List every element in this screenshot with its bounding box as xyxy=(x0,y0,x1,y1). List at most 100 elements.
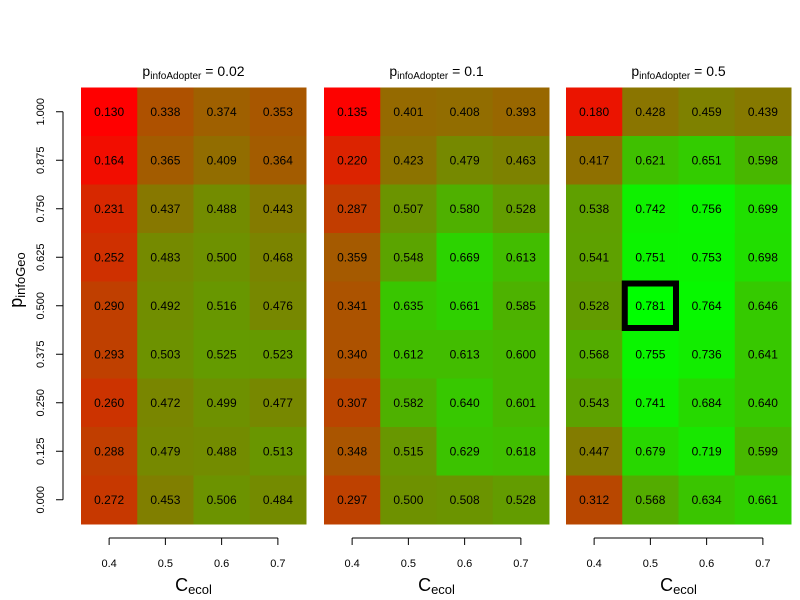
heatmap-cell xyxy=(492,475,550,525)
cell-value-label: 0.618 xyxy=(506,444,536,458)
heatmap-cell xyxy=(81,184,138,234)
heatmap-cell xyxy=(193,330,251,379)
heatmap-panels: 0.130 0.338 0.374 0.353 0.164 0.365 0.409 0.364… xyxy=(81,63,792,597)
cell-value-label: 0.528 xyxy=(506,202,536,216)
heatmap-cell xyxy=(193,233,251,282)
x-tick-label: 0.6 xyxy=(214,558,229,570)
cell-value-label: 0.459 xyxy=(692,105,722,119)
y-tick-label: 0.125 xyxy=(35,437,47,465)
cell-value-label: 0.484 xyxy=(263,493,293,507)
heatmap-cell xyxy=(678,475,736,525)
heatmap-cell xyxy=(380,281,437,331)
heatmap-cell xyxy=(380,378,437,428)
cell-value-label: 0.698 xyxy=(748,250,778,264)
cell-value-label: 0.640 xyxy=(450,396,480,410)
y-axis-label: pinfoGeo xyxy=(6,252,28,308)
heatmap-cell xyxy=(81,136,138,185)
cell-value-label: 0.443 xyxy=(263,202,293,216)
cell-value-label: 0.751 xyxy=(635,250,665,264)
cell-value-label: 0.598 xyxy=(748,153,778,167)
cell-value-label: 0.503 xyxy=(150,347,180,361)
heatmap-cell xyxy=(324,378,381,428)
y-tick-label: 0.375 xyxy=(35,340,47,368)
cell-value-label: 0.231 xyxy=(94,202,124,216)
heatmap-cell xyxy=(622,233,679,282)
heatmap-cell xyxy=(492,281,550,331)
heatmap-cell xyxy=(324,281,381,331)
cell-value-label: 0.365 xyxy=(150,153,180,167)
panel-title: pinfoAdopter = 0.02 xyxy=(142,63,244,82)
cell-value-label: 0.437 xyxy=(150,202,180,216)
heatmap-cell xyxy=(81,281,138,331)
heatmap-cell xyxy=(566,330,623,379)
heatmap-cell xyxy=(678,378,736,428)
cell-value-label: 0.488 xyxy=(207,444,237,458)
cell-value-label: 0.417 xyxy=(579,153,609,167)
cell-value-label: 0.472 xyxy=(150,396,180,410)
highlight-box xyxy=(621,280,679,331)
x-axis-label: Cecol xyxy=(418,575,455,597)
heatmap-cell xyxy=(81,87,138,137)
heatmap-cell xyxy=(566,87,623,137)
cell-value-label: 0.287 xyxy=(337,202,367,216)
cell-value-label: 0.252 xyxy=(94,250,124,264)
cell-value-label: 0.341 xyxy=(337,299,367,313)
cell-value-label: 0.500 xyxy=(393,493,423,507)
cell-value-label: 0.423 xyxy=(393,153,423,167)
cell-value-label: 0.781 xyxy=(635,299,665,313)
cell-value-label: 0.439 xyxy=(748,105,778,119)
cell-value-label: 0.528 xyxy=(506,493,536,507)
heatmap-cell xyxy=(436,233,494,282)
heatmap-cell xyxy=(324,233,381,282)
y-axis: 0.000 0.125 0.250 0.375 0.500 0.625 0.750 0.875… xyxy=(6,98,64,514)
x-axis-label: Cecol xyxy=(175,575,212,597)
heatmap-cell xyxy=(622,427,679,476)
heatmap-cell xyxy=(249,87,307,137)
heatmap-cell xyxy=(678,427,736,476)
heatmap-cell xyxy=(734,233,792,282)
cell-value-label: 0.479 xyxy=(450,153,480,167)
heatmap-cell xyxy=(324,427,381,476)
heatmap-cell xyxy=(249,378,307,428)
cell-value-label: 0.488 xyxy=(207,202,237,216)
cell-value-label: 0.500 xyxy=(207,250,237,264)
cell-value-label: 0.513 xyxy=(263,444,293,458)
heatmap-cell xyxy=(678,281,736,331)
cell-value-label: 0.525 xyxy=(207,347,237,361)
heatmap-cell xyxy=(380,233,437,282)
cell-value-label: 0.661 xyxy=(748,493,778,507)
cell-value-label: 0.661 xyxy=(450,299,480,313)
cell-value-label: 0.613 xyxy=(506,250,536,264)
heatmap-cell xyxy=(622,87,679,137)
heatmap-cell xyxy=(81,378,138,428)
heatmap-cell xyxy=(324,475,381,525)
cell-value-label: 0.297 xyxy=(337,493,367,507)
heatmap-cell xyxy=(324,136,381,185)
y-tick-label: 0.000 xyxy=(35,486,47,514)
heatmap-cell xyxy=(249,330,307,379)
cell-value-label: 0.601 xyxy=(506,396,536,410)
heatmap-cell xyxy=(622,136,679,185)
heatmap-panel: 0.180 0.428 0.459 0.439 0.417 0.621 0.651 0.598… xyxy=(566,63,792,597)
cell-value-label: 0.541 xyxy=(579,250,609,264)
heatmap-cell xyxy=(137,475,194,525)
cell-value-label: 0.568 xyxy=(635,493,665,507)
heatmap-panel: 0.135 0.401 0.408 0.393 0.220 0.423 0.479 0.463… xyxy=(324,63,550,597)
heatmap-cell xyxy=(734,378,792,428)
cell-value-label: 0.719 xyxy=(692,444,722,458)
x-tick-label: 0.5 xyxy=(158,558,173,570)
heatmap-cell xyxy=(678,136,736,185)
y-tick-label: 0.875 xyxy=(35,146,47,174)
heatmap-cell xyxy=(566,281,623,331)
heatmap-cell xyxy=(81,475,138,525)
x-tick-label: 0.7 xyxy=(270,558,285,570)
cell-value-label: 0.736 xyxy=(692,347,722,361)
heatmap-cell xyxy=(678,87,736,137)
heatmap-cell xyxy=(436,427,494,476)
cell-value-label: 0.507 xyxy=(393,202,423,216)
heatmap-cell xyxy=(734,330,792,379)
cell-value-label: 0.755 xyxy=(635,347,665,361)
x-tick-label: 0.7 xyxy=(513,558,528,570)
heatmap-cell xyxy=(137,233,194,282)
heatmap-cell xyxy=(734,281,792,331)
